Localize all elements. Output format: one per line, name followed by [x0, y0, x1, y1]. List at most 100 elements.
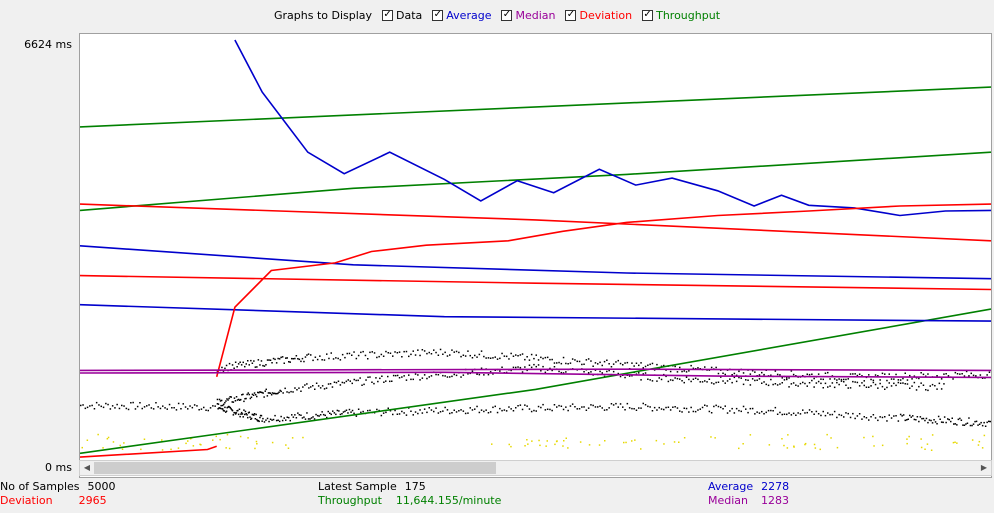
data-point	[254, 413, 256, 415]
data-point	[245, 411, 247, 413]
data-point	[741, 411, 743, 413]
data-point	[470, 407, 472, 409]
data-point	[406, 379, 408, 381]
data-point	[906, 419, 908, 421]
data-point	[898, 420, 900, 422]
data-point-yellow	[107, 438, 109, 440]
data-point	[681, 411, 683, 413]
data-point	[259, 417, 261, 419]
data-point-yellow	[710, 436, 712, 438]
data-point	[424, 408, 426, 410]
data-point-yellow	[120, 445, 122, 447]
horizontal-scrollbar[interactable]: ◀ ▶	[79, 460, 992, 476]
toggle-average[interactable]: ✓ Average	[432, 9, 491, 22]
data-point	[234, 397, 236, 399]
data-point	[262, 365, 264, 367]
data-point	[948, 375, 950, 377]
checkbox-deviation[interactable]: ✓	[565, 10, 576, 21]
data-point	[955, 372, 957, 374]
data-point	[944, 416, 946, 418]
data-point	[399, 351, 401, 353]
data-point	[554, 366, 556, 368]
data-point	[328, 411, 330, 413]
data-point	[236, 412, 238, 414]
data-point	[882, 386, 884, 388]
data-point	[829, 385, 831, 387]
data-point	[456, 411, 458, 413]
data-point	[522, 371, 524, 373]
data-point	[829, 414, 831, 416]
data-point	[882, 373, 884, 375]
data-point	[180, 408, 182, 410]
data-point	[331, 414, 333, 416]
checkbox-throughput[interactable]: ✓	[642, 10, 653, 21]
data-point	[581, 364, 583, 366]
data-point	[797, 412, 799, 414]
data-point	[510, 353, 512, 355]
data-point	[875, 417, 877, 419]
data-point	[766, 412, 768, 414]
toggle-throughput[interactable]: ✓ Throughput	[642, 9, 720, 22]
data-point	[337, 358, 339, 360]
data-point	[308, 387, 310, 389]
data-point-yellow	[906, 443, 908, 445]
data-point	[335, 414, 337, 416]
data-point	[891, 417, 893, 419]
data-point	[743, 384, 745, 386]
checkbox-data[interactable]: ✓	[382, 10, 393, 21]
data-point	[229, 363, 231, 365]
data-point-yellow	[102, 447, 104, 449]
data-point	[298, 387, 300, 389]
data-point	[367, 377, 369, 379]
data-point	[274, 415, 276, 417]
data-point	[690, 381, 692, 383]
data-point-yellow	[684, 437, 686, 439]
data-point	[772, 384, 774, 386]
data-point	[310, 354, 312, 356]
data-point	[627, 403, 629, 405]
data-point-yellow	[714, 437, 716, 439]
data-point	[636, 410, 638, 412]
data-point	[262, 392, 264, 394]
data-point	[838, 378, 840, 380]
toggle-deviation[interactable]: ✓ Deviation	[565, 9, 632, 22]
data-point	[227, 399, 229, 401]
checkbox-average[interactable]: ✓	[432, 10, 443, 21]
data-point	[293, 358, 295, 360]
data-point-yellow	[509, 444, 511, 446]
data-point	[80, 405, 82, 407]
scrollbar-thumb[interactable]	[94, 462, 496, 474]
data-point	[401, 356, 403, 358]
data-point	[410, 379, 412, 381]
data-point	[964, 425, 966, 427]
data-point	[302, 386, 304, 388]
data-point	[921, 418, 923, 420]
data-point	[986, 374, 988, 376]
data-point-yellow	[954, 442, 956, 444]
data-point	[970, 425, 972, 427]
data-point-yellow	[123, 442, 125, 444]
throughput-value: 11,644.155/minute	[396, 494, 501, 507]
data-point	[171, 407, 173, 409]
data-point	[243, 416, 245, 418]
data-point	[224, 368, 226, 370]
data-point	[287, 357, 289, 359]
data-point	[967, 423, 969, 425]
data-point	[392, 355, 394, 357]
data-point	[214, 405, 216, 407]
scroll-right-arrow-icon[interactable]: ▶	[978, 462, 990, 474]
data-point	[895, 385, 897, 387]
scroll-left-arrow-icon[interactable]: ◀	[81, 462, 93, 474]
data-point	[277, 358, 279, 360]
data-point-yellow	[625, 442, 627, 444]
data-point	[426, 412, 428, 414]
data-point	[624, 362, 626, 364]
toggle-median[interactable]: ✓ Median	[501, 9, 555, 22]
checkbox-median[interactable]: ✓	[501, 10, 512, 21]
data-point	[533, 358, 535, 360]
data-point	[857, 415, 859, 417]
data-point	[294, 414, 296, 416]
data-point	[768, 410, 770, 412]
toggle-data[interactable]: ✓ Data	[382, 9, 422, 22]
legend-label-deviation: Deviation	[579, 9, 632, 22]
